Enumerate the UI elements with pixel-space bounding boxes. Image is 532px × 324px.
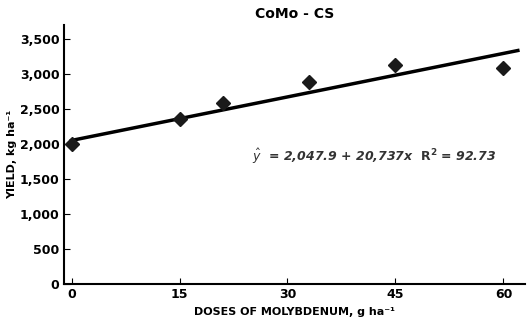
Y-axis label: YIELD, kg ha⁻¹: YIELD, kg ha⁻¹ — [7, 110, 17, 199]
Text: $\hat{y}$  = 2,047.9 + 20,737x  $\mathbf{R^{2}}$ = 92.73: $\hat{y}$ = 2,047.9 + 20,737x $\mathbf{R… — [252, 147, 496, 166]
X-axis label: DOSES OF MOLYBDENUM, g ha⁻¹: DOSES OF MOLYBDENUM, g ha⁻¹ — [194, 307, 395, 317]
Title: CoMo - CS: CoMo - CS — [255, 7, 334, 21]
